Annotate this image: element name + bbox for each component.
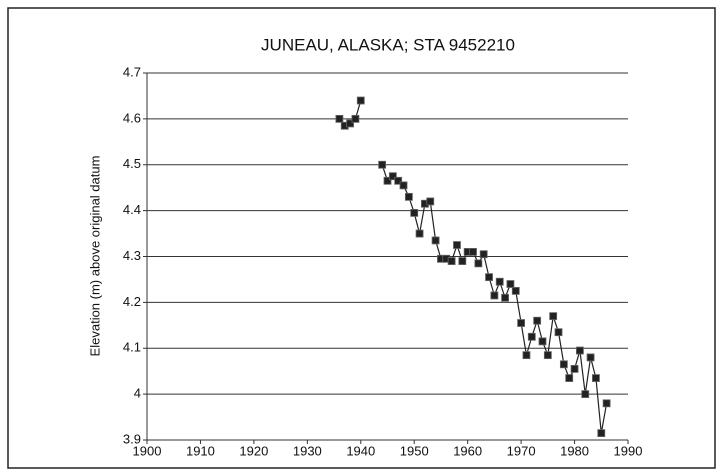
x-tick-label: 1930 (293, 443, 322, 458)
data-point (490, 291, 499, 300)
data-point (453, 241, 461, 249)
data-point (511, 287, 520, 295)
data-point (378, 160, 387, 169)
data-point (410, 209, 419, 217)
data-point (570, 364, 579, 373)
data-point (495, 277, 504, 286)
data-point (559, 360, 568, 369)
data-point (474, 259, 483, 268)
data-point (447, 257, 456, 265)
x-tick-label: 1980 (560, 443, 589, 458)
data-point (506, 280, 515, 288)
data-point (394, 176, 403, 185)
data-point (602, 399, 611, 408)
data-point (501, 293, 509, 302)
data-point (538, 337, 547, 346)
data-point (458, 257, 467, 265)
data-point (399, 181, 408, 190)
y-tick-label: 4.6 (123, 110, 141, 125)
x-tick-label: 1970 (507, 443, 536, 458)
x-tick-label: 1910 (186, 443, 215, 458)
y-tick-label: 4 (134, 386, 141, 401)
x-tick-label: 1920 (239, 443, 268, 458)
data-point (351, 114, 360, 123)
data-point (522, 351, 531, 360)
x-tick-label: 1960 (453, 443, 482, 458)
data-point (565, 374, 574, 382)
y-tick-label: 4.3 (123, 248, 141, 263)
y-axis-label: Elevation (m) above original datum (87, 156, 102, 357)
x-tick-label: 1990 (614, 443, 643, 458)
data-point (431, 236, 440, 245)
data-point (388, 172, 397, 181)
y-tick-label: 4.1 (123, 340, 141, 355)
data-point (346, 119, 354, 128)
data-point (479, 250, 488, 259)
y-tick-label: 4.4 (123, 202, 141, 217)
data-point (592, 374, 600, 382)
data-point (469, 248, 477, 256)
data-point (517, 319, 526, 327)
data-point (527, 332, 536, 341)
y-tick-label: 4.2 (123, 294, 141, 309)
data-point (549, 312, 558, 321)
data-point (485, 273, 493, 282)
y-tick-label: 4.7 (123, 64, 141, 79)
y-tick-label: 3.9 (123, 431, 141, 446)
data-point (597, 429, 606, 438)
data-point (543, 351, 552, 360)
data-line (338, 100, 608, 434)
data-point (576, 346, 584, 355)
x-tick-label: 1940 (346, 443, 375, 458)
data-point (383, 176, 392, 185)
y-tick-label: 4.5 (123, 156, 141, 171)
chart-title: JUNEAU, ALASKA; STA 9452210 (261, 35, 515, 54)
data-point (533, 316, 542, 325)
data-point (415, 229, 424, 238)
data-point (554, 328, 563, 337)
data-point (581, 390, 590, 399)
x-tick-label: 1950 (400, 443, 429, 458)
frame (7, 7, 716, 469)
data-point (404, 192, 413, 201)
data-point (356, 96, 365, 105)
data-point (426, 197, 435, 206)
data-point (335, 114, 344, 123)
data-point (586, 353, 595, 362)
x-tick-label: 1900 (133, 443, 162, 458)
